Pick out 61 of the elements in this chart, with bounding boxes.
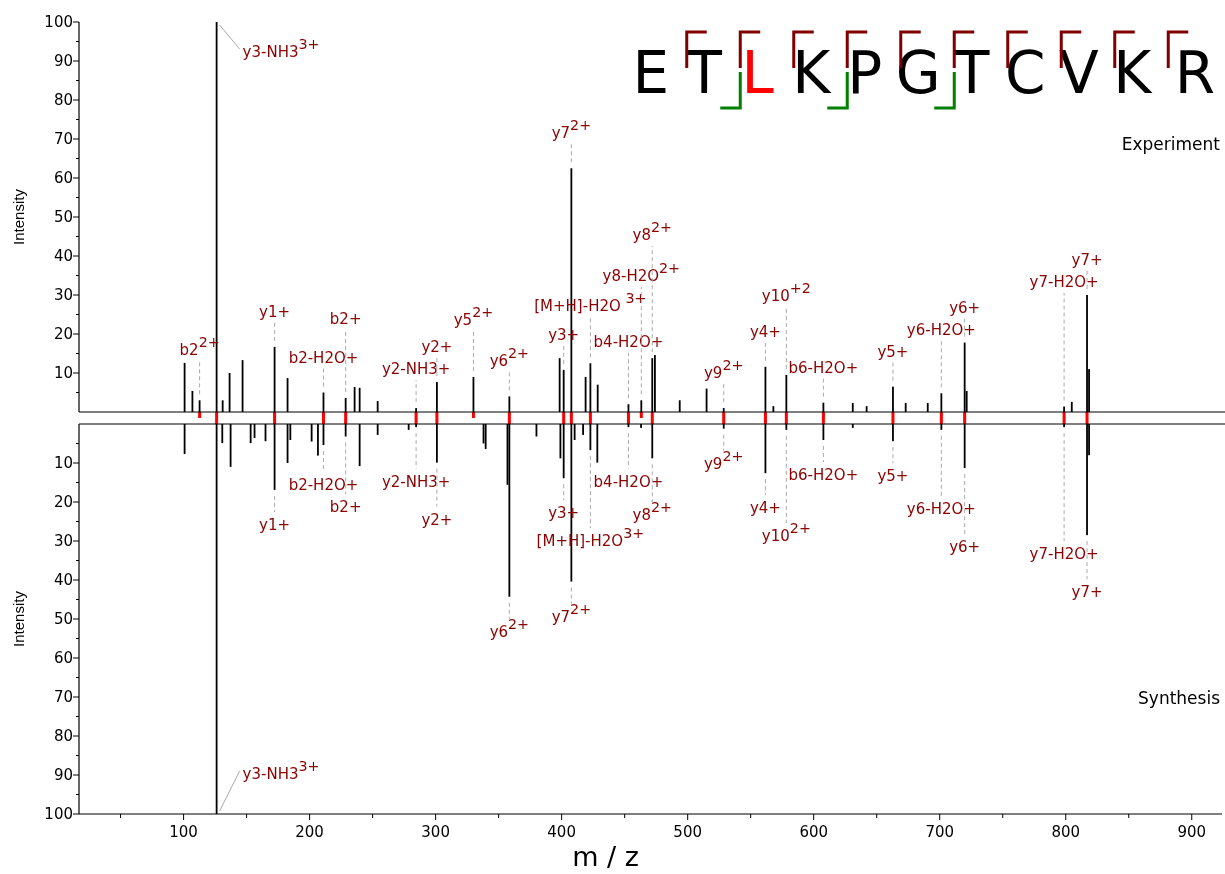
x-tick-label: 500 (673, 823, 702, 841)
annotation: y5+ (877, 467, 909, 486)
x-axis-title: m / z (572, 841, 639, 872)
y-tick-label: 50 (53, 208, 73, 226)
annotation: y5+ (877, 342, 909, 361)
annotation: y6+ (949, 538, 981, 557)
y-tick-label: 80 (53, 91, 73, 109)
text: Experiment (1121, 134, 1221, 154)
text: E T L K P G T C V K R (632, 39, 1216, 107)
annotation: b2-H2O+ (288, 476, 359, 495)
annotation: b2+ (329, 309, 362, 328)
x-tick-label: 700 (925, 823, 955, 841)
annotation: y6-H2O+ (906, 320, 976, 339)
x-tick-label: 100 (169, 823, 198, 841)
y-tick-label: 20 (53, 325, 73, 343)
annotation: y2-NH3+ (381, 359, 451, 378)
y-tick-label: 70 (53, 688, 73, 706)
annotation: y4+ (749, 499, 781, 518)
annotation: y6-H2O+ (906, 500, 976, 519)
annotation: b6-H2O+ (788, 358, 859, 377)
annotation: b2-H2O+ (288, 348, 359, 367)
annotation: b6-H2O+ (788, 465, 859, 484)
annotation: y1+ (259, 302, 291, 321)
annotation: y7-H2O+ (1029, 545, 1099, 564)
y-tick-label: 30 (53, 532, 73, 550)
annotation: y7+ (1071, 251, 1103, 269)
y-tick-label: 20 (53, 493, 73, 511)
annotation: y2-NH3+ (381, 472, 451, 491)
y-tick-label: 60 (53, 649, 73, 667)
y-tick-label: 100 (44, 805, 73, 823)
x-tick-label: 300 (421, 823, 450, 841)
y-tick-label: 70 (53, 130, 73, 148)
y-tick-label: 100 (44, 13, 73, 31)
y-tick-label: 10 (53, 454, 73, 472)
y-tick-label: 80 (53, 727, 73, 745)
x-tick-label: 600 (799, 823, 829, 841)
x-tick-label: 800 (1051, 823, 1081, 841)
y-tick-label: 10 (53, 364, 73, 382)
annotation: y1+ (259, 515, 291, 534)
text: Synthesis (1138, 688, 1221, 708)
annotation: y4+ (749, 322, 781, 341)
y-tick-label: 60 (53, 169, 73, 187)
y-axis-title: Intensity (10, 590, 27, 647)
annotation: b4-H2O+ (593, 472, 664, 491)
annotation: y2+ (421, 510, 453, 529)
annotation: y7-H2O+ (1029, 273, 1099, 291)
y-tick-label: 50 (53, 610, 73, 628)
y-tick-label: 90 (53, 52, 73, 70)
y-tick-label: 90 (53, 766, 73, 784)
y-axis-title: Intensity (10, 188, 27, 245)
annotation: y2+ (421, 337, 453, 356)
annotation: b2+ (329, 498, 362, 517)
x-tick-label: 900 (1177, 823, 1207, 841)
x-tick-label: 200 (295, 823, 324, 841)
x-tick-label: 400 (547, 823, 576, 841)
annotation: b4-H2O+ (593, 333, 664, 352)
y-tick-label: 30 (53, 286, 73, 304)
y-tick-label: 40 (53, 247, 73, 265)
annotation: y7+ (1071, 583, 1103, 602)
y-tick-label: 40 (53, 571, 73, 589)
annotation: y6+ (949, 298, 981, 317)
